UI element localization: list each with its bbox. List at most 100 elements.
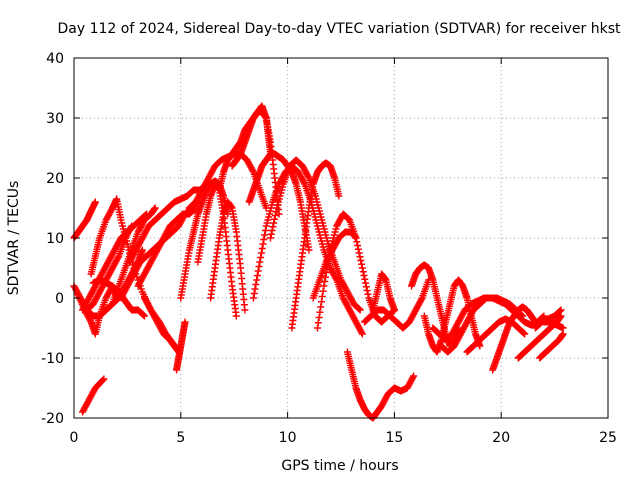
data-point bbox=[315, 314, 323, 321]
data-point bbox=[557, 306, 565, 314]
x-tick-label: 15 bbox=[385, 430, 403, 446]
data-point bbox=[409, 374, 417, 381]
data-point bbox=[521, 330, 529, 338]
y-tick-label: 30 bbox=[46, 111, 64, 127]
y-tick-label: 0 bbox=[55, 291, 64, 307]
data-point bbox=[358, 264, 366, 272]
series-s18 bbox=[207, 198, 249, 314]
data-point bbox=[305, 246, 313, 254]
chart-title: Day 112 of 2024, Sidereal Day-to-day VTE… bbox=[58, 21, 621, 37]
data-point bbox=[300, 179, 308, 186]
y-axis-tick-labels: -20 -10 0 10 20 30 40 bbox=[41, 51, 64, 427]
y-axis-label: SDTVAR / TECUs bbox=[6, 181, 22, 296]
x-axis-label: GPS time / hours bbox=[281, 458, 398, 474]
x-tick-label: 25 bbox=[599, 430, 617, 446]
data-points bbox=[70, 102, 567, 422]
y-tick-label: -20 bbox=[41, 411, 64, 427]
data-point bbox=[344, 215, 352, 222]
data-point bbox=[360, 272, 368, 279]
series-s05 bbox=[79, 375, 108, 416]
data-point bbox=[559, 330, 567, 338]
series-s02 bbox=[70, 198, 99, 242]
data-point bbox=[316, 308, 324, 316]
data-point bbox=[259, 240, 267, 248]
data-point bbox=[232, 312, 240, 320]
data-point bbox=[140, 311, 148, 319]
data-point bbox=[318, 298, 326, 306]
data-point bbox=[258, 245, 266, 252]
data-point bbox=[100, 375, 108, 383]
data-point bbox=[267, 234, 275, 242]
data-point bbox=[256, 258, 264, 266]
series-s27 bbox=[343, 348, 418, 422]
series-s39 bbox=[540, 318, 567, 332]
data-point bbox=[355, 249, 363, 257]
data-point bbox=[358, 330, 366, 338]
data-point bbox=[358, 260, 366, 268]
data-point bbox=[358, 329, 366, 336]
data-point bbox=[270, 219, 278, 227]
data-point bbox=[143, 210, 151, 218]
data-point bbox=[361, 275, 369, 283]
data-point bbox=[249, 167, 257, 174]
data-point bbox=[141, 212, 149, 219]
data-point bbox=[356, 253, 364, 261]
data-point bbox=[314, 319, 322, 327]
data-point bbox=[357, 257, 365, 264]
data-point bbox=[151, 204, 159, 212]
y-tick-label: 10 bbox=[46, 231, 64, 247]
data-point bbox=[272, 208, 280, 216]
axis-ticks bbox=[73, 57, 609, 419]
series-s17 bbox=[194, 180, 240, 320]
series-s06 bbox=[83, 222, 136, 314]
data-point bbox=[260, 236, 268, 243]
series-s28 bbox=[360, 276, 433, 332]
data-point bbox=[241, 306, 249, 314]
data-point bbox=[99, 376, 107, 384]
data-point bbox=[326, 251, 334, 258]
series-s34 bbox=[463, 315, 529, 356]
data-point bbox=[362, 279, 370, 287]
data-point bbox=[271, 212, 279, 219]
data-point bbox=[261, 231, 269, 239]
data-point bbox=[352, 234, 360, 242]
data-point bbox=[317, 303, 325, 311]
data-point bbox=[267, 230, 275, 238]
y-tick-label: -10 bbox=[41, 351, 64, 367]
data-point bbox=[253, 276, 261, 284]
data-point bbox=[556, 307, 564, 315]
data-point bbox=[322, 273, 330, 281]
data-point bbox=[257, 254, 265, 261]
data-point bbox=[354, 242, 362, 249]
data-point bbox=[335, 192, 343, 200]
data-point bbox=[362, 283, 370, 291]
series-s24 bbox=[288, 159, 343, 332]
x-tick-label: 20 bbox=[492, 430, 510, 446]
data-point bbox=[261, 227, 269, 234]
series-s21 bbox=[245, 150, 313, 254]
data-point bbox=[321, 278, 329, 285]
data-point bbox=[304, 173, 312, 180]
data-point bbox=[324, 260, 332, 267]
data-point bbox=[314, 324, 322, 332]
data-point bbox=[140, 312, 148, 320]
x-axis-tick-labels: 0 5 10 15 20 25 bbox=[70, 430, 617, 446]
series-s26 bbox=[314, 210, 398, 332]
data-point bbox=[355, 305, 363, 312]
data-point bbox=[359, 268, 367, 276]
data-point bbox=[356, 306, 364, 314]
data-point bbox=[91, 198, 99, 206]
data-point bbox=[318, 293, 326, 300]
y-tick-label: 20 bbox=[46, 171, 64, 187]
series-s14 bbox=[173, 318, 189, 374]
data-point bbox=[319, 287, 327, 295]
data-point bbox=[128, 222, 136, 230]
series-s12 bbox=[134, 204, 200, 290]
data-point bbox=[323, 264, 331, 272]
data-point bbox=[354, 245, 362, 253]
series-s13 bbox=[140, 294, 183, 356]
data-point bbox=[325, 255, 333, 263]
data-point bbox=[390, 306, 398, 314]
